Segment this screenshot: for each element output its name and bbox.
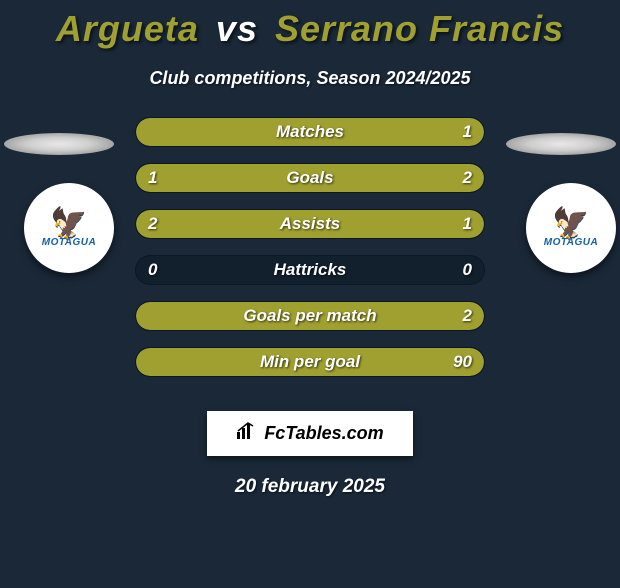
player1-name: Argueta (56, 8, 199, 49)
shadow-left (4, 133, 114, 155)
eagle-icon: 🦅 (552, 209, 589, 239)
stat-bar: 12Goals (135, 163, 485, 193)
bar-label: Min per goal (136, 348, 484, 376)
date-text: 20 february 2025 (0, 476, 620, 498)
club-logo-right: 🦅 MOTAGUA (535, 198, 607, 258)
club-badge-left: 🦅 MOTAGUA (24, 183, 114, 273)
bar-label: Goals per match (136, 302, 484, 330)
stat-bar: 21Assists (135, 209, 485, 239)
footer-brand-badge: FcTables.com (207, 411, 413, 456)
stat-bar: 00Hattricks (135, 255, 485, 285)
player2-name: Serrano Francis (275, 8, 564, 49)
bar-label: Hattricks (136, 256, 484, 284)
bar-label: Goals (136, 164, 484, 192)
bar-label: Matches (136, 118, 484, 146)
comparison-area: 🦅 MOTAGUA 🦅 MOTAGUA 1Matches 12Goals 21Ass… (0, 117, 620, 397)
stat-bars: 1Matches 12Goals 21Assists 00Hattricks 2Goal… (135, 117, 485, 393)
brand-text: FcTables.com (264, 423, 383, 444)
club-logo-left: 🦅 MOTAGUA (33, 198, 105, 258)
stat-bar: 1Matches (135, 117, 485, 147)
club-name-left: MOTAGUA (42, 237, 96, 248)
chart-icon (236, 422, 258, 446)
bar-label: Assists (136, 210, 484, 238)
stat-bar: 90Min per goal (135, 347, 485, 377)
subtitle: Club competitions, Season 2024/2025 (0, 68, 620, 89)
vs-text: vs (216, 8, 258, 49)
eagle-icon: 🦅 (50, 209, 87, 239)
stat-bar: 2Goals per match (135, 301, 485, 331)
club-name-right: MOTAGUA (544, 237, 598, 248)
club-badge-right: 🦅 MOTAGUA (526, 183, 616, 273)
page-title: Argueta vs Serrano Francis (0, 8, 620, 50)
shadow-right (506, 133, 616, 155)
